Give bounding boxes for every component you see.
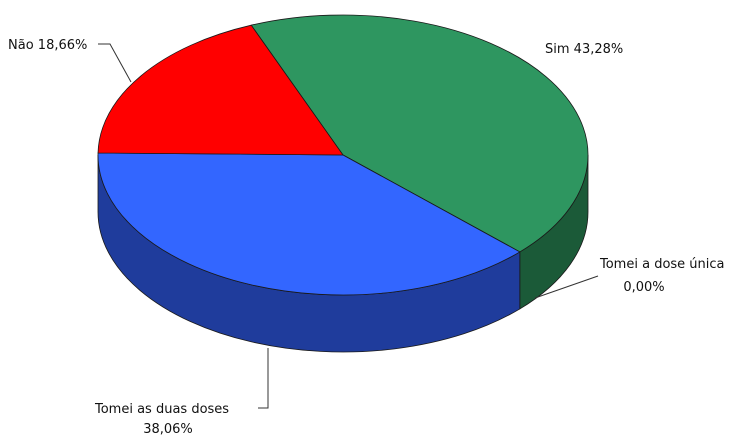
- slice-tomei-as-duas-doses: [97, 152, 521, 296]
- label-tomei-dose-unica: Tomei a dose única: [599, 257, 725, 272]
- value-tomei-duas-doses: 38,06%: [143, 422, 193, 436]
- value-tomei-dose-unica: 0,00%: [623, 280, 664, 295]
- leader-lines: [98, 43, 599, 409]
- label-sim: Sim 43,28%: [545, 42, 623, 57]
- leader-tomei-dose-unica: [534, 275, 599, 299]
- label-tomei-duas-doses: Tomei as duas doses: [94, 402, 229, 417]
- label-nao: Não 18,66%: [8, 38, 87, 53]
- leader-tomei-duas-doses: [258, 348, 269, 409]
- slice-sim: [250, 14, 589, 253]
- leader-nao: [98, 43, 132, 83]
- pie-slices: [97, 14, 589, 296]
- slice-nao: [97, 24, 344, 156]
